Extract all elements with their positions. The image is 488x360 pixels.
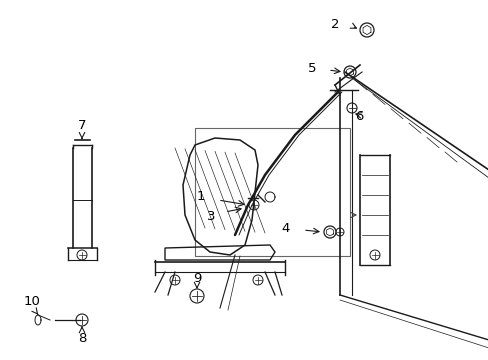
Text: 10: 10 (23, 295, 41, 308)
Text: 7: 7 (78, 119, 86, 132)
Text: 8: 8 (78, 332, 86, 345)
Text: 5: 5 (307, 62, 315, 75)
Text: 4: 4 (281, 221, 289, 234)
Text: 2: 2 (331, 18, 339, 31)
Text: 1: 1 (196, 190, 204, 203)
Text: 6: 6 (354, 110, 363, 123)
Text: 9: 9 (192, 272, 201, 285)
Text: 3: 3 (206, 210, 215, 223)
Bar (195, 128, 349, 256)
